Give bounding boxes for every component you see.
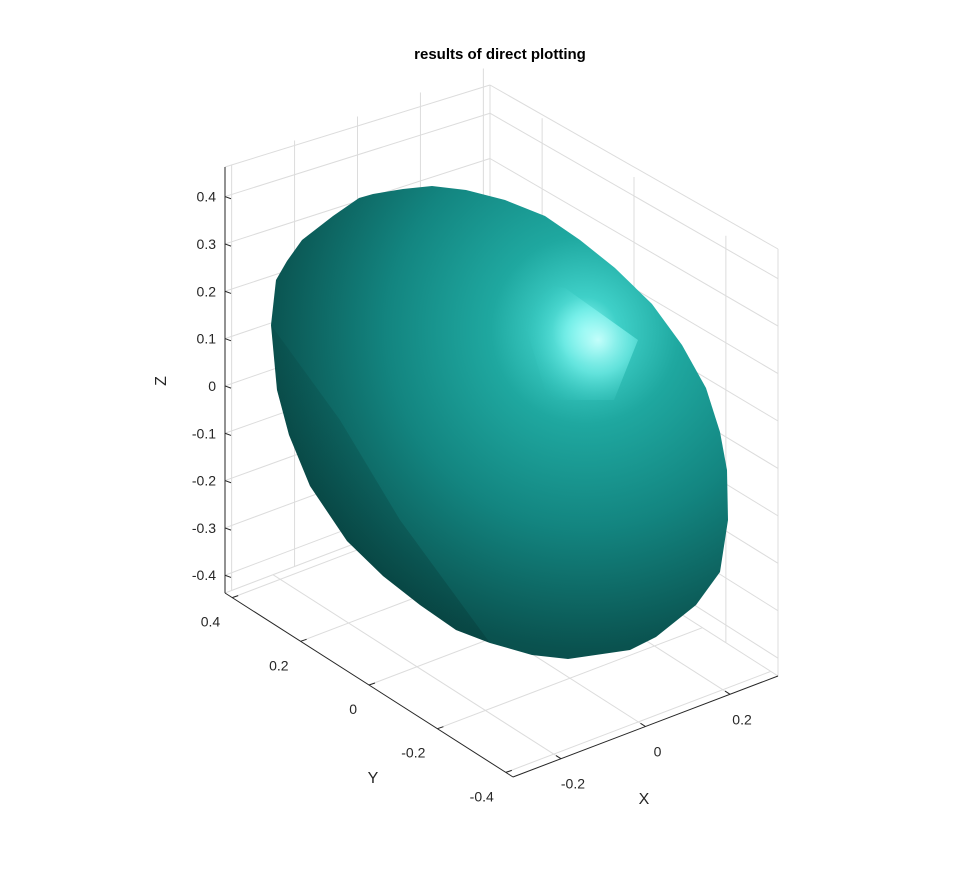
z-tick-label-1: 0.3 bbox=[197, 236, 217, 252]
axes-layer bbox=[224, 167, 779, 778]
y-tick-label-3: -0.2 bbox=[401, 745, 425, 761]
tick-labels: 0.4 0.3 0.2 0.1 0 -0.1 -0.2 -0.3 -0.4 0.4 0.2 0 -0.2… bbox=[192, 189, 752, 805]
y-tick-mark-2 bbox=[368, 682, 376, 686]
z-tick-label-7: -0.3 bbox=[192, 520, 216, 536]
box-top-left-edge bbox=[224, 84, 491, 168]
z-tick-label-0: 0.4 bbox=[197, 189, 217, 205]
z-tick-mark-7 bbox=[224, 527, 232, 531]
z-axis-label: Z bbox=[153, 376, 170, 386]
y-tick-label-4: -0.4 bbox=[470, 788, 494, 804]
z-tick-mark-0 bbox=[224, 196, 232, 200]
x-tick-label-0: -0.2 bbox=[561, 776, 585, 792]
y-tick-label-1: 0.2 bbox=[269, 657, 289, 673]
z-tick-mark-3 bbox=[224, 338, 232, 342]
y-tick-label-0: 0.4 bbox=[201, 614, 221, 630]
z-tick-label-3: 0.1 bbox=[197, 331, 217, 347]
x-tick-mark-2 bbox=[724, 690, 731, 695]
y-tick-label-2: 0 bbox=[349, 701, 357, 717]
z-tick-mark-5 bbox=[224, 432, 232, 436]
floor-grid-line-x-0 bbox=[272, 574, 562, 760]
z-tick-mark-4 bbox=[224, 385, 232, 389]
x-tick-mark-1 bbox=[640, 722, 646, 727]
y-tick-mark-3 bbox=[437, 726, 444, 730]
x-tick-mark-0 bbox=[555, 755, 562, 760]
z-tick-label-6: -0.2 bbox=[192, 473, 216, 489]
z-tick-mark-1 bbox=[224, 243, 232, 247]
y-tick-mark-1 bbox=[300, 638, 307, 642]
y-tick-mark-4 bbox=[505, 769, 512, 773]
specular-highlight bbox=[508, 278, 638, 400]
x-tick-label-2: 0.2 bbox=[732, 711, 752, 727]
y-tick-mark-0 bbox=[232, 595, 239, 599]
ellipsoid-rim-shade bbox=[271, 325, 490, 643]
z-tick-label-8: -0.4 bbox=[192, 567, 216, 583]
y-axis-label: Y bbox=[368, 770, 379, 787]
x-axis-label: X bbox=[639, 791, 650, 808]
z-tick-mark-2 bbox=[224, 290, 232, 294]
box-top-right-edge bbox=[489, 84, 779, 250]
x-tick-label-1: 0 bbox=[654, 744, 662, 760]
z-tick-label-4: 0 bbox=[208, 378, 216, 394]
ellipsoid-surface bbox=[271, 186, 728, 659]
z-tick-label-2: 0.2 bbox=[197, 283, 217, 299]
z-tick-mark-8 bbox=[224, 574, 232, 578]
z-tick-label-5: -0.1 bbox=[192, 425, 216, 441]
chart-title: results of direct plotting bbox=[414, 46, 586, 63]
z-tick-mark-6 bbox=[224, 480, 232, 484]
